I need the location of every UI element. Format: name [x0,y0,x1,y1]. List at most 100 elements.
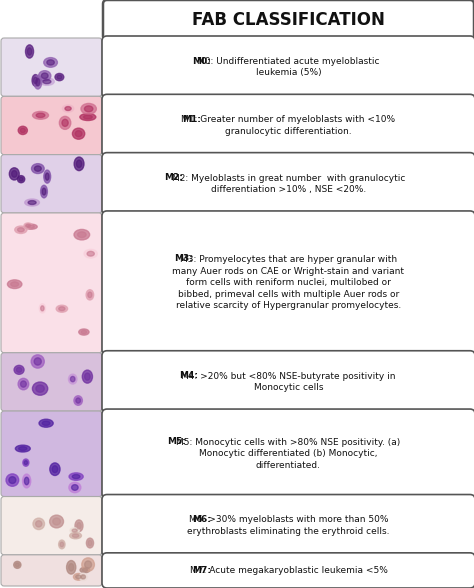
Ellipse shape [27,48,32,55]
Ellipse shape [73,128,85,139]
Ellipse shape [47,60,55,65]
Ellipse shape [82,569,88,572]
Ellipse shape [75,520,83,532]
Ellipse shape [57,75,62,79]
Ellipse shape [18,228,24,232]
Ellipse shape [18,378,29,390]
FancyBboxPatch shape [102,553,474,588]
Ellipse shape [80,567,90,573]
Ellipse shape [73,534,79,537]
Ellipse shape [70,376,75,382]
Ellipse shape [20,381,27,387]
Ellipse shape [69,473,83,480]
Ellipse shape [20,128,25,133]
Ellipse shape [42,188,46,195]
FancyBboxPatch shape [1,411,102,496]
FancyBboxPatch shape [102,94,474,156]
Ellipse shape [44,58,57,67]
Ellipse shape [36,78,40,86]
Ellipse shape [34,358,41,365]
Ellipse shape [76,398,81,403]
Ellipse shape [36,113,45,118]
Ellipse shape [46,173,49,180]
Ellipse shape [27,225,35,228]
Ellipse shape [23,474,31,488]
Ellipse shape [14,562,21,569]
Text: M6:: M6: [191,515,210,524]
Ellipse shape [11,282,18,286]
Text: M3: Promyelocytes that are hyper granular with
many Auer rods on CAE or Wright-s: M3: Promyelocytes that are hyper granula… [173,255,404,310]
Ellipse shape [53,518,60,525]
Text: M2:: M2: [164,173,183,182]
Ellipse shape [81,103,96,114]
Ellipse shape [65,106,71,111]
Ellipse shape [86,290,94,300]
FancyBboxPatch shape [102,36,474,98]
Ellipse shape [25,224,37,229]
Ellipse shape [70,528,79,533]
Ellipse shape [15,226,27,233]
Ellipse shape [73,573,83,580]
FancyBboxPatch shape [1,555,102,586]
Ellipse shape [14,365,24,375]
FancyBboxPatch shape [1,155,102,213]
Ellipse shape [59,540,65,549]
Ellipse shape [6,474,19,486]
FancyBboxPatch shape [1,38,102,96]
Ellipse shape [34,166,41,171]
FancyBboxPatch shape [102,211,474,355]
Ellipse shape [59,307,65,310]
Ellipse shape [9,168,19,180]
Ellipse shape [60,542,64,547]
Ellipse shape [11,171,17,177]
FancyBboxPatch shape [103,0,474,40]
Ellipse shape [26,224,30,227]
Ellipse shape [79,573,87,580]
Text: M7: Acute megakaryoblastic leukemia <5%: M7: Acute megakaryoblastic leukemia <5% [190,566,387,575]
Ellipse shape [84,249,97,258]
Ellipse shape [32,75,39,86]
Ellipse shape [41,73,48,79]
Ellipse shape [85,561,91,568]
Ellipse shape [34,77,37,83]
Text: FAB CLASSIFICATION: FAB CLASSIFICATION [192,11,385,29]
Ellipse shape [8,280,22,289]
Ellipse shape [75,131,82,137]
Ellipse shape [52,466,58,473]
Ellipse shape [83,115,92,119]
Ellipse shape [39,78,54,85]
Ellipse shape [56,305,68,312]
Ellipse shape [76,575,81,579]
Ellipse shape [88,292,92,298]
Ellipse shape [72,529,77,532]
Ellipse shape [77,523,81,529]
Ellipse shape [82,370,92,383]
Ellipse shape [19,177,23,181]
FancyBboxPatch shape [1,96,102,155]
Ellipse shape [55,74,64,81]
Ellipse shape [39,304,46,313]
Ellipse shape [50,515,64,528]
Ellipse shape [84,373,90,380]
Ellipse shape [82,558,94,572]
Ellipse shape [63,105,74,112]
FancyBboxPatch shape [102,153,474,215]
Ellipse shape [79,329,89,335]
Ellipse shape [80,113,96,121]
Ellipse shape [38,71,51,81]
Ellipse shape [24,477,29,485]
Text: M3:: M3: [174,254,193,263]
Text: M1: Greater number of myeloblasts with <10%
granulocytic differentiation.: M1: Greater number of myeloblasts with <… [182,115,396,136]
Ellipse shape [66,560,76,574]
Ellipse shape [18,126,27,135]
Ellipse shape [42,421,50,426]
Ellipse shape [28,201,36,205]
Ellipse shape [70,533,82,539]
Text: M5:: M5: [167,437,186,446]
Ellipse shape [18,447,27,450]
Ellipse shape [33,111,48,119]
Ellipse shape [69,482,81,493]
Ellipse shape [36,385,44,392]
FancyBboxPatch shape [102,350,474,413]
Ellipse shape [87,251,94,256]
